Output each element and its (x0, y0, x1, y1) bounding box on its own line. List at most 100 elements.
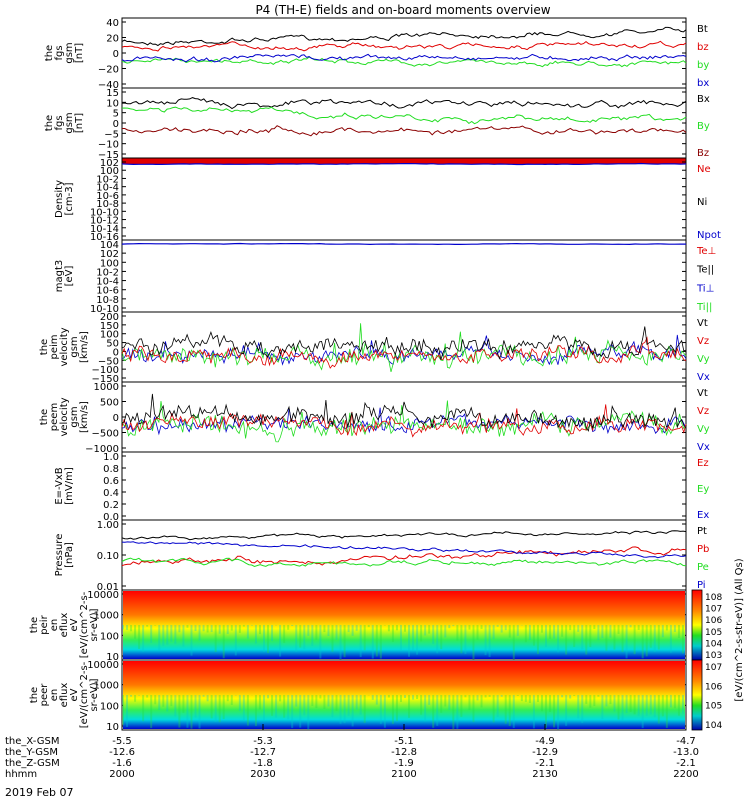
legend-te⊥: Te⊥ (696, 246, 716, 257)
colorbar (691, 659, 703, 731)
spectrogram-cell (267, 625, 270, 654)
spectrogram-cell (641, 695, 644, 729)
spectrogram-cell (182, 625, 185, 647)
spectrogram-cell (335, 695, 338, 711)
panel-frame (121, 87, 687, 159)
spectrogram-cell (681, 695, 684, 714)
ylabel-line: en (49, 619, 60, 632)
spectrogram-cell (484, 695, 487, 698)
legend-pt: Pt (697, 526, 707, 537)
spectrogram-cell (371, 625, 374, 659)
spectrogram-cell (629, 695, 632, 712)
ylabel-line: velocity (59, 397, 70, 436)
panel-ylabel: the fgs gsm [nT] (44, 42, 85, 63)
ylabel-line: the (39, 339, 50, 355)
spectrogram-cell (150, 625, 153, 643)
spectrogram-cell (303, 625, 306, 650)
spectrogram-cell (315, 625, 318, 640)
y-tick-label: 200 (100, 312, 119, 323)
spectrogram-cell (665, 625, 668, 631)
spectrogram-cell (649, 625, 652, 648)
x-tick-label-z: -1.8 (253, 758, 273, 769)
x-tick-label-z: -1.6 (112, 758, 132, 769)
legend-vt: Vt (697, 318, 708, 329)
spectrogram-cell (279, 625, 282, 657)
colorbar-tick-label: 105 (705, 702, 722, 712)
spectrogram-cell (226, 625, 229, 634)
legend-bt: Bt (697, 24, 708, 35)
spectrogram-cell (222, 695, 225, 720)
legend-ex: Ex (697, 510, 709, 521)
panel-frame (121, 239, 687, 313)
spectrogram-cell (351, 625, 354, 636)
panel-8: Pressure [nPa] 1.00 0.10 0.01 Pt Pb Pe Pi (54, 519, 709, 593)
ylabel-line: [mV/m] (64, 467, 75, 505)
spectrogram-cell (561, 625, 564, 637)
spectrogram-cell (528, 695, 531, 703)
spectrogram-cell (267, 695, 270, 699)
panel-10: the peer en eflux eV [eV/(cm^2-s-sr-eV)]10000… (29, 659, 722, 733)
spectrogram-cell (230, 625, 233, 631)
spectrogram-cell (202, 695, 205, 697)
y-tick-label: 0.8 (103, 464, 119, 475)
y-tick-label: 102 (100, 249, 119, 260)
legend-bx: Bx (697, 94, 710, 105)
spectrogram-cell (448, 625, 451, 629)
spectrogram-cell (323, 695, 326, 709)
spectrogram-cell (577, 695, 580, 719)
spectrogram-cell (673, 625, 676, 632)
spectrogram-cell (218, 625, 221, 634)
spectrogram-cell (516, 695, 519, 696)
spectrogram-cell (383, 695, 386, 728)
y-tick-label: 10 (106, 652, 119, 663)
spectrogram-cell (545, 625, 547, 647)
y-tick-label: 10-8 (96, 295, 119, 306)
spectrogram-cell (581, 695, 584, 723)
spectrogram-cell (186, 625, 189, 628)
spectrogram-cell (456, 695, 459, 729)
spectrogram-cell (291, 695, 294, 729)
legend-pi: Pi (697, 580, 706, 591)
spectrogram-cell (476, 695, 479, 701)
y-tick-label: 10-16 (90, 232, 119, 243)
spectrogram-cell (287, 695, 290, 720)
y-tick-label: 15 (106, 88, 119, 99)
spectrogram-cell (553, 695, 556, 728)
spectrogram-cell (170, 625, 173, 642)
y-tick-label: 100 (100, 258, 119, 269)
spectrogram-cell (637, 625, 640, 630)
panel-7: E=-VxB [mV/m] 1.00.80.60.40.20.0 Ez Ey Ex (54, 451, 709, 523)
legend-npot: Npot (697, 230, 721, 241)
y-tick-label: 0 (113, 119, 119, 130)
spectrogram-cell (464, 695, 467, 698)
spectrogram-cell (355, 695, 358, 710)
spectrogram-cell (448, 695, 451, 710)
spectrogram-cell (134, 695, 137, 702)
spectrogram-cell (279, 695, 282, 702)
spectrogram-cell (569, 695, 572, 699)
panel-ylabel: the peer en eflux eV [eV/(cm^2-s-sr-eV)] (29, 661, 100, 728)
spectrogram-cell (375, 695, 378, 705)
spectrogram-cell (492, 695, 495, 723)
spectrogram-cell (645, 625, 648, 657)
spectrogram-cell (263, 625, 265, 652)
spectrogram-cell (238, 625, 241, 633)
x-tick-label-y: -12.7 (250, 747, 276, 758)
spectrogram-cell (210, 695, 213, 719)
spectrogram-cell (428, 625, 431, 634)
y-tick-label: −100 (92, 365, 119, 376)
spectrogram-cell (299, 625, 302, 648)
spectrogram-cell (436, 695, 439, 726)
spectrogram-cell (335, 625, 338, 640)
y-tick-label: 100 (100, 166, 119, 177)
spectrogram (123, 661, 685, 729)
y-tick-label: 50 (106, 339, 119, 350)
spectrogram-cell (532, 695, 535, 729)
spectrogram-cell (480, 625, 483, 630)
spectrogram-cell (601, 695, 604, 720)
ylabel-line: peir (39, 614, 50, 634)
spectrogram-cell (178, 695, 181, 728)
y-tick-label: 10-2 (96, 174, 119, 185)
x-tick-label-t: 2030 (250, 769, 275, 780)
